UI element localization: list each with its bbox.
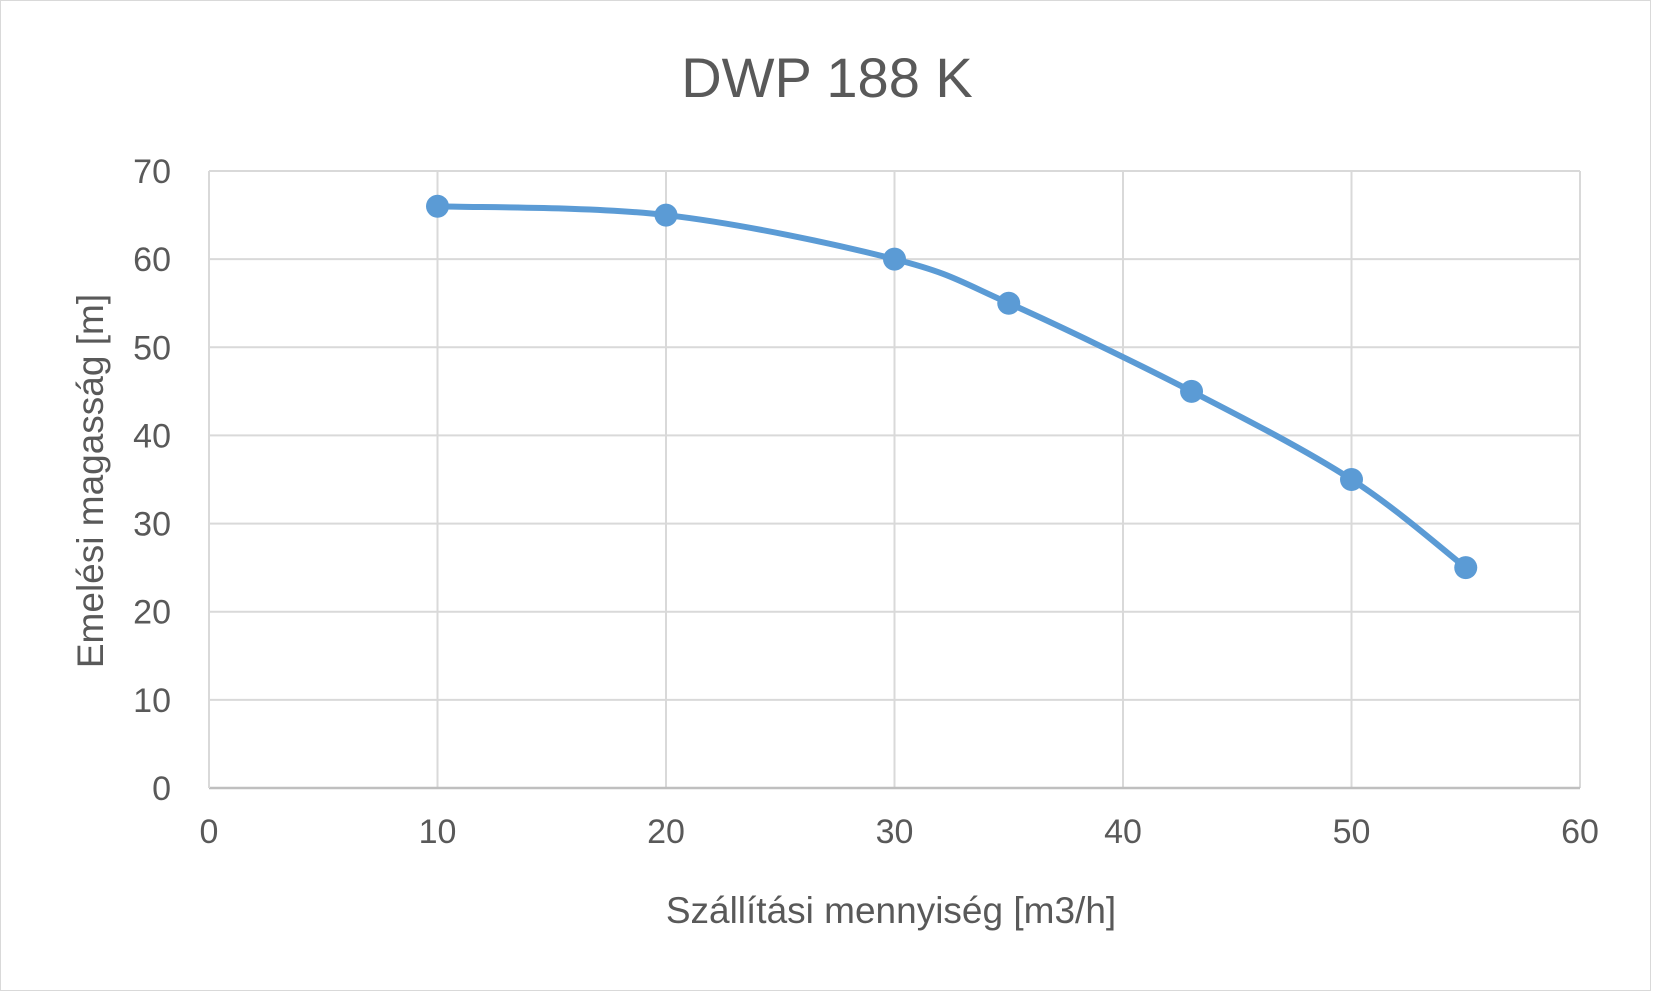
data-point [1340,468,1363,491]
y-tick-label: 30 [133,506,171,544]
data-point [1454,556,1478,580]
data-point [997,291,1021,315]
data-point [1180,379,1204,403]
x-tick-label: 60 [1561,813,1599,851]
x-axis-title: Szállítási mennyiség [m3/h] [666,890,1116,931]
x-tick-label: 0 [200,813,219,851]
y-tick-label: 40 [133,417,171,455]
y-tick-label: 10 [133,682,171,720]
x-tick-label: 40 [1104,813,1142,851]
data-point [426,194,449,218]
x-tick-label: 20 [647,813,685,851]
data-point [883,247,906,271]
y-tick-label: 70 [133,153,171,191]
y-tick-label: 60 [133,241,171,279]
tick-labels: 0 10 20 30 40 50 60 70 0 10 20 30 40 50 60 [133,153,1599,851]
series-line [434,203,1469,571]
y-tick-label: 20 [133,594,171,632]
series-layer [426,194,1478,580]
x-tick-label: 30 [876,813,914,851]
chart-title: DWP 188 K [681,46,973,109]
y-tick-label: 50 [133,329,171,367]
y-tick-label: 0 [152,770,171,808]
axis-layer [208,171,1580,790]
data-point [654,203,678,227]
x-tick-label: 50 [1333,813,1371,851]
x-tick-label: 10 [419,813,457,851]
y-axis-title: Emelési magasság [m] [70,294,111,668]
